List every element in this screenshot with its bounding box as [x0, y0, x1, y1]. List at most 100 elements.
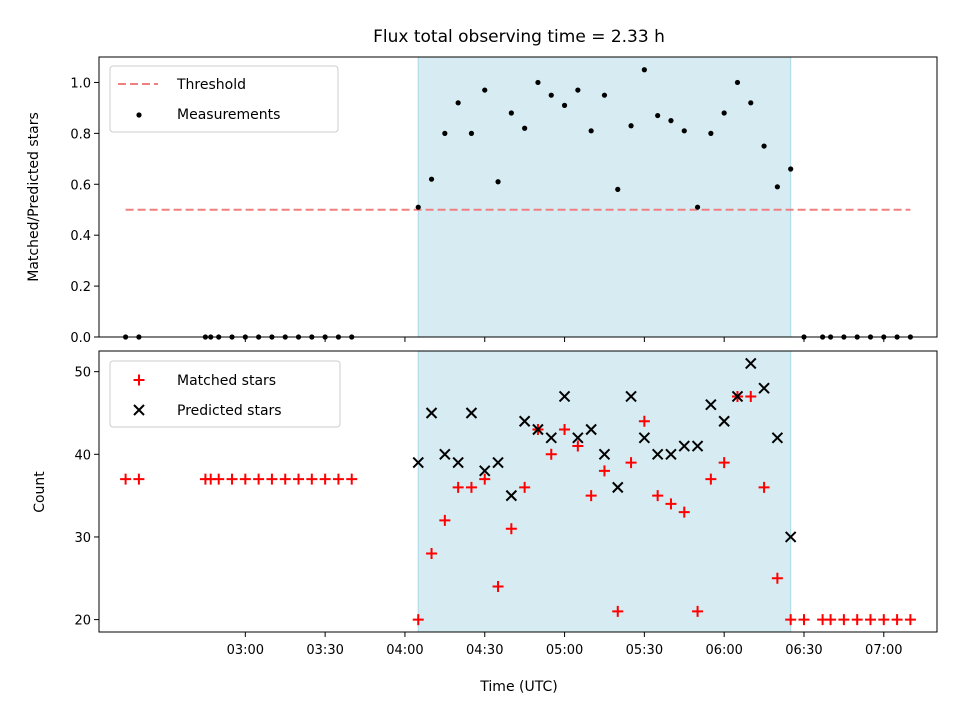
measurement-point — [615, 186, 621, 192]
matched-star-point — [891, 614, 903, 626]
measurement-point — [561, 102, 568, 108]
matched-star-point — [319, 473, 331, 485]
legend-threshold-label: Threshold — [176, 77, 246, 93]
matched-star-point — [332, 473, 344, 485]
matched-star-point — [612, 605, 624, 617]
measurement-point — [655, 112, 661, 119]
top-y-tick-label: 0.2 — [70, 280, 91, 295]
predicted-star-point — [612, 481, 624, 494]
measurement-point — [495, 179, 501, 185]
predicted-star-point — [532, 423, 544, 436]
x-tick-label: 05:30 — [626, 643, 663, 658]
predicted-star-point — [718, 415, 730, 427]
predicted-star-point — [479, 465, 491, 477]
matched-star-point — [665, 498, 677, 510]
x-tick-label: 06:00 — [705, 643, 742, 658]
measurement-point — [575, 87, 581, 93]
x-tick-label: 04:00 — [386, 643, 423, 658]
top-y-tick-label: 0.8 — [70, 127, 91, 142]
matched-star-point — [492, 581, 504, 593]
measurement-point — [535, 79, 541, 86]
predicted-star-point — [425, 407, 438, 419]
measurement-point — [788, 166, 794, 172]
matched-star-point — [705, 473, 717, 485]
chart-title: Flux total observing time = 2.33 h — [373, 27, 665, 47]
matched-star-point — [439, 514, 451, 526]
x-tick-label: 03:30 — [306, 643, 343, 658]
matched-star-point — [253, 473, 265, 485]
matched-star-point — [798, 614, 810, 626]
matched-star-point — [825, 614, 837, 626]
matched-star-point — [426, 547, 438, 559]
measurement-point — [681, 128, 687, 134]
measurement-point — [694, 204, 701, 210]
predicted-star-point — [731, 390, 744, 403]
measurement-point — [761, 143, 767, 149]
matched-star-point — [239, 473, 251, 485]
predicted-star-point — [758, 382, 770, 394]
measurement-point — [641, 67, 647, 73]
matched-star-point — [306, 473, 318, 485]
predicted-star-point — [412, 456, 424, 469]
measurement-point — [774, 184, 780, 190]
predicted-star-point — [598, 448, 611, 461]
matched-star-point — [878, 614, 890, 626]
matched-star-point — [412, 614, 424, 626]
predicted-star-point — [691, 440, 704, 452]
x-tick-label: 06:30 — [785, 643, 822, 658]
measurement-point — [601, 92, 608, 98]
legend-predicted-label: Predicted stars — [177, 403, 282, 419]
legend-matched-swatch — [133, 374, 145, 386]
matched-star-point — [226, 473, 238, 485]
predicted-star-point — [585, 423, 597, 436]
predicted-star-point — [505, 489, 518, 502]
matched-star-point — [266, 473, 278, 485]
matched-star-point — [904, 614, 916, 626]
predicted-star-point — [572, 432, 584, 444]
top-y-tick-label: 0.6 — [70, 178, 91, 193]
predicted-star-point — [784, 531, 797, 543]
measurement-point — [482, 87, 488, 93]
bottom-y-axis-label: Count — [32, 471, 48, 513]
measurement-point — [588, 128, 594, 134]
matched-star-point — [545, 448, 557, 460]
predicted-star-point — [439, 448, 451, 461]
matched-star-point — [293, 473, 305, 485]
top-y-tick-label: 0.4 — [70, 229, 91, 244]
matched-star-point — [133, 473, 145, 485]
bottom-legend-box — [109, 360, 341, 428]
predicted-star-point — [452, 456, 464, 469]
matched-star-point — [652, 490, 664, 502]
measurement-point — [748, 100, 754, 106]
measurement-point — [455, 100, 461, 106]
predicted-star-point — [638, 432, 651, 444]
matched-star-point — [785, 614, 797, 626]
measurement-point — [468, 130, 475, 136]
top-y-axis-label: Matched/Predicted stars — [26, 112, 42, 282]
legend-measurements-label: Measurements — [177, 107, 280, 123]
matched-star-point — [598, 465, 610, 477]
measurement-point — [415, 204, 421, 210]
matched-star-point — [279, 473, 291, 485]
predicted-star-point — [678, 440, 690, 452]
predicted-star-point — [492, 456, 504, 469]
x-axis-label: Time (UTC) — [479, 679, 557, 695]
predicted-star-point — [518, 415, 531, 427]
predicted-star-point — [705, 399, 717, 411]
top-y-tick-label: 0.0 — [70, 331, 91, 346]
matched-star-point — [505, 523, 517, 535]
predicted-star-point — [465, 407, 478, 419]
measurement-point — [708, 130, 714, 136]
x-tick-label: 03:00 — [227, 643, 264, 658]
bottom-y-tick-label: 50 — [74, 366, 91, 381]
matched-star-point — [519, 481, 531, 493]
predicted-star-point — [771, 432, 784, 444]
x-tick-label: 05:00 — [546, 643, 583, 658]
top-panel: 0.0 0.2 0.4 0.6 0.8 1.0 Threshold Measurements — [70, 56, 938, 346]
matched-star-point — [572, 440, 584, 452]
x-tick-label: 04:30 — [466, 643, 503, 658]
matched-star-point — [479, 473, 491, 485]
bottom-y-tick-label: 40 — [74, 448, 91, 463]
observing-window-span — [417, 56, 792, 338]
